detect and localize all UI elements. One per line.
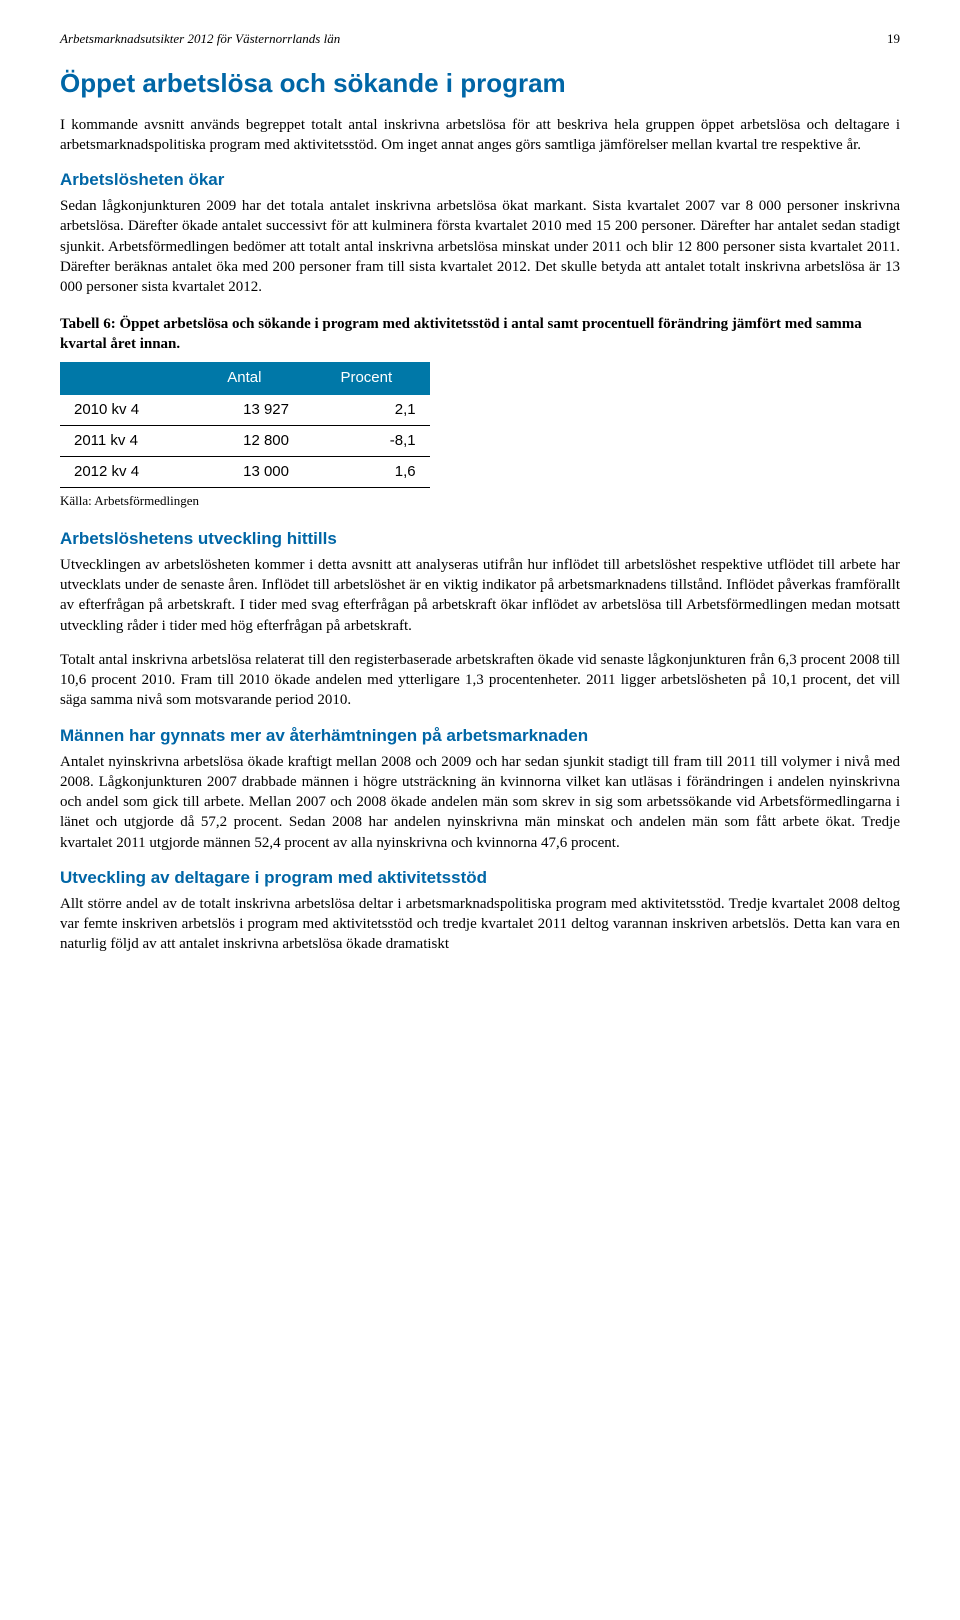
table-col-procent: Procent bbox=[303, 362, 430, 394]
table-header-row: Antal Procent bbox=[60, 362, 430, 394]
table-cell: -8,1 bbox=[303, 425, 430, 456]
table-cell: 2012 kv 4 bbox=[60, 457, 186, 488]
table-cell: 13 000 bbox=[186, 457, 303, 488]
table-cell: 1,6 bbox=[303, 457, 430, 488]
table-cell: 12 800 bbox=[186, 425, 303, 456]
table-cell: 2,1 bbox=[303, 395, 430, 426]
page-number: 19 bbox=[887, 30, 900, 48]
table-row: 2011 kv 4 12 800 -8,1 bbox=[60, 425, 430, 456]
table-source: Källa: Arbetsförmedlingen bbox=[60, 492, 900, 510]
section2-paragraph2: Totalt antal inskrivna arbetslösa relate… bbox=[60, 650, 900, 711]
table-row: 2012 kv 4 13 000 1,6 bbox=[60, 457, 430, 488]
table-cell: 13 927 bbox=[186, 395, 303, 426]
section3-paragraph: Antalet nyinskrivna arbetslösa ökade kra… bbox=[60, 752, 900, 853]
header-title: Arbetsmarknadsutsikter 2012 för Västerno… bbox=[60, 31, 340, 46]
section2-paragraph1: Utvecklingen av arbetslösheten kommer i … bbox=[60, 555, 900, 636]
table-row: 2010 kv 4 13 927 2,1 bbox=[60, 395, 430, 426]
section4-heading: Utveckling av deltagare i program med ak… bbox=[60, 867, 900, 890]
table-caption: Tabell 6: Öppet arbetslösa och sökande i… bbox=[60, 315, 900, 354]
data-table: Antal Procent 2010 kv 4 13 927 2,1 2011 … bbox=[60, 362, 430, 488]
table-cell: 2011 kv 4 bbox=[60, 425, 186, 456]
section1-heading: Arbetslösheten ökar bbox=[60, 169, 900, 192]
section1-paragraph: Sedan lågkonjunkturen 2009 har det total… bbox=[60, 196, 900, 297]
section2-heading: Arbetslöshetens utveckling hittills bbox=[60, 528, 900, 551]
table-cell: 2010 kv 4 bbox=[60, 395, 186, 426]
table-col-antal: Antal bbox=[186, 362, 303, 394]
section4-paragraph: Allt större andel av de totalt inskrivna… bbox=[60, 894, 900, 955]
page-header: Arbetsmarknadsutsikter 2012 för Västerno… bbox=[60, 30, 900, 48]
section3-heading: Männen har gynnats mer av återhämtningen… bbox=[60, 725, 900, 748]
intro-paragraph: I kommande avsnitt används begreppet tot… bbox=[60, 115, 900, 156]
table-col-blank bbox=[60, 362, 186, 394]
main-heading: Öppet arbetslösa och sökande i program bbox=[60, 66, 900, 101]
